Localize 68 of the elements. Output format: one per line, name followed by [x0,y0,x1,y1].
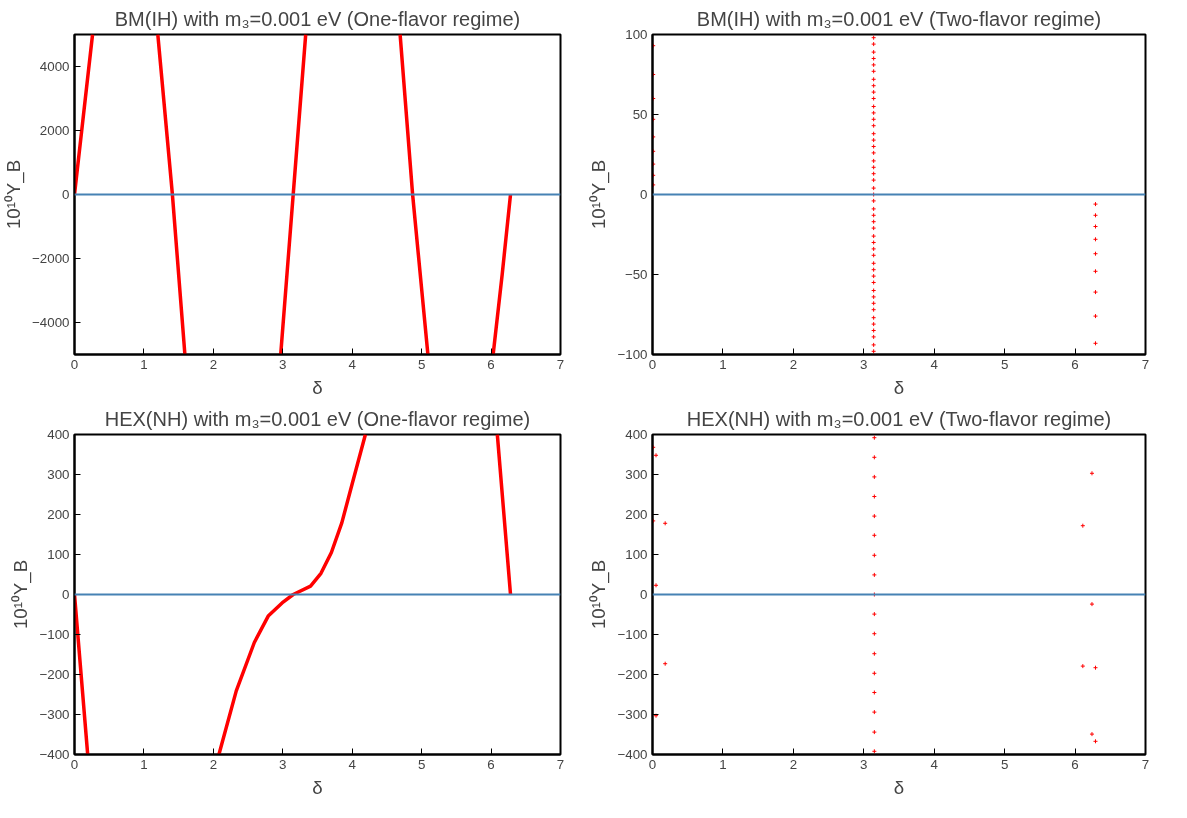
y-tick-label: 4000 [39,59,70,74]
y-tick-label: 100 [625,27,648,42]
x-tick-label: 6 [1071,356,1079,372]
y-axis-title: 10¹⁰Y_B [3,159,26,230]
y-tick-label: 200 [47,507,70,522]
y-tick-label: −200 [617,667,648,682]
x-tick-label: 1 [140,356,148,372]
y-tick-label: −100 [39,627,70,642]
y-tick-label: 400 [625,427,648,442]
y-tick-label: −400 [617,747,648,762]
x-tick-label: 4 [348,356,357,372]
x-tick-label: 4 [348,756,357,772]
x-tick-label: 4 [930,356,939,372]
chart-title: HEX(NH) with m₃=0.001 eV (One-flavor regime) [104,407,531,430]
x-tick-label: 3 [279,356,287,372]
y-tick-label: 0 [640,587,648,602]
x-tick-label: 2 [209,756,218,772]
y-axis-title: 10¹⁰Y_B [588,559,611,630]
x-tick-label: 3 [860,756,868,772]
y-tick-label: 50 [632,107,648,122]
x-axis-title: δ [893,376,905,398]
y-tick-label: 300 [625,467,648,482]
x-tick-label: 5 [1000,356,1009,372]
x-tick-label: 7 [1141,356,1150,372]
y-tick-label: −50 [624,267,648,282]
y-axis-title: 10¹⁰Y_B [10,559,33,630]
x-axis-title: δ [312,376,323,398]
chart-title: BM(IH) with m₃=0.001 eV (Two-flavor regime) [696,7,1102,30]
x-tick-label: 2 [209,356,218,372]
chart-title: HEX(NH) with m₃=0.001 eV (Two-flavor regime) [686,407,1112,430]
y-tick-label: −100 [617,627,648,642]
y-tick-label: −4000 [32,315,70,330]
y-tick-label: −200 [39,667,70,682]
y-tick-label: 100 [625,547,648,562]
y-tick-label: 400 [47,427,70,442]
y-tick-label: −300 [617,707,648,722]
y-tick-label: 0 [640,187,648,202]
x-tick-label: 4 [930,756,939,772]
y-tick-label: 2000 [39,123,70,138]
y-tick-label: 0 [62,187,70,202]
y-tick-label: −400 [39,747,70,762]
y-tick-label: −2000 [32,251,70,266]
x-tick-label: 7 [556,756,565,772]
y-tick-label: 0 [62,587,70,602]
x-tick-label: 3 [279,756,287,772]
y-tick-label: 200 [625,507,648,522]
x-tick-label: 6 [1071,756,1079,772]
x-tick-label: 7 [1141,756,1150,772]
x-tick-label: 7 [556,356,565,372]
x-tick-label: 1 [719,356,727,372]
x-tick-label: 5 [417,756,426,772]
y-tick-label: 300 [47,467,70,482]
x-tick-label: 6 [487,756,495,772]
x-axis-title: δ [312,776,323,798]
x-tick-label: 2 [789,356,798,372]
x-tick-label: 1 [719,756,727,772]
x-tick-label: 2 [789,756,798,772]
y-axis-title: 10¹⁰Y_B [588,159,611,230]
y-tick-label: 100 [47,547,70,562]
chart-title: BM(IH) with m₃=0.001 eV (One-flavor regime) [114,7,521,30]
y-tick-label: −100 [617,347,648,362]
x-tick-label: 5 [417,356,426,372]
x-tick-label: 5 [1000,756,1009,772]
x-axis-title: δ [893,776,905,798]
y-tick-label: −300 [39,707,70,722]
x-tick-label: 6 [487,356,495,372]
x-tick-label: 3 [860,356,868,372]
x-tick-label: 1 [140,756,148,772]
